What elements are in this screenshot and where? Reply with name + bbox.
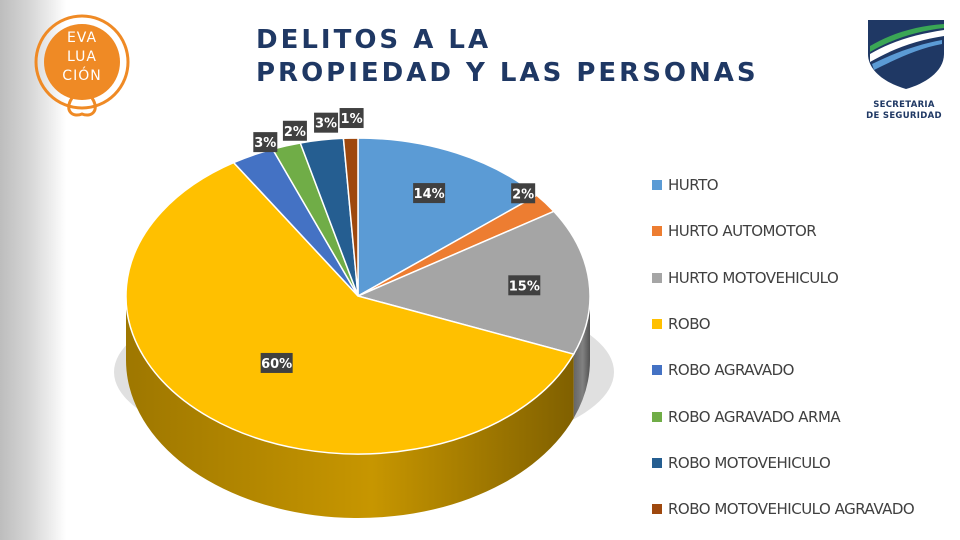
legend-label: ROBO MOTOVEHICULO bbox=[668, 453, 831, 472]
data-label-box-5 bbox=[282, 120, 307, 141]
legend-label: ROBO AGRAVADO ARMA bbox=[668, 407, 841, 426]
legend-swatch bbox=[652, 180, 662, 191]
data-label-box-0 bbox=[413, 183, 446, 204]
title-line-2: PROPIEDAD Y LAS PERSONAS bbox=[256, 58, 759, 88]
legend-item: ROBO AGRAVADO ARMA bbox=[652, 393, 914, 439]
legend-label: HURTO MOTOVEHICULO bbox=[668, 268, 839, 287]
data-label-6: 3% bbox=[315, 117, 337, 132]
data-label-box-4 bbox=[253, 132, 278, 153]
data-label-2: 15% bbox=[509, 279, 540, 294]
legend-swatch bbox=[652, 365, 662, 376]
legend-label: HURTO bbox=[668, 176, 719, 195]
data-label-box-7 bbox=[339, 108, 364, 129]
legend-item: HURTO bbox=[652, 162, 914, 208]
data-label-4: 3% bbox=[254, 136, 276, 151]
pie-slice-side-3 bbox=[126, 296, 574, 518]
evaluacion-logo: EVA LUA CIÓN bbox=[14, 10, 164, 125]
pie-slice-3 bbox=[125, 161, 575, 455]
data-label-5: 2% bbox=[284, 125, 306, 140]
legend-swatch bbox=[652, 457, 662, 468]
legend-label: HURTO AUTOMOTOR bbox=[668, 222, 817, 241]
legend-label: ROBO AGRAVADO bbox=[668, 361, 795, 380]
data-label-7: 1% bbox=[341, 112, 363, 127]
legend-swatch bbox=[652, 411, 662, 422]
legend-item: HURTO MOTOVEHICULO bbox=[652, 255, 914, 301]
legend-item: ROBO MOTOVEHICULO AGRAVADO bbox=[652, 486, 915, 532]
left-gradient-band bbox=[0, 0, 66, 540]
data-label-0: 14% bbox=[414, 187, 445, 202]
data-label-box-6 bbox=[314, 112, 339, 133]
legend-item: ROBO AGRAVADO bbox=[652, 347, 914, 393]
data-label-box-1 bbox=[511, 183, 536, 204]
logo-text-line1: EVA bbox=[66, 30, 98, 46]
shield-icon bbox=[868, 20, 944, 89]
chart-legend: HURTO HURTO AUTOMOTOR HURTO MOTOVEHICULO RO… bbox=[652, 162, 915, 532]
logo-text-line2: LUA bbox=[67, 49, 97, 65]
secretaria-logo: SECRETARIA DE SEGURIDAD bbox=[858, 14, 958, 126]
logo-caption-line1: SECRETARIA bbox=[873, 100, 935, 110]
data-label-box-3 bbox=[260, 352, 293, 373]
data-label-1: 2% bbox=[512, 187, 534, 202]
legend-swatch bbox=[652, 272, 662, 283]
pie-slice-2 bbox=[355, 210, 591, 356]
legend-label: ROBO bbox=[668, 315, 711, 334]
logo-caption-line2: DE SEGURIDAD bbox=[866, 111, 942, 121]
legend-swatch bbox=[652, 226, 662, 237]
pie-slice-7 bbox=[342, 137, 359, 297]
evaluacion-logo-icon bbox=[34, 14, 130, 117]
data-label-box-2 bbox=[508, 275, 541, 296]
logo-text-line3: CIÓN bbox=[62, 68, 102, 84]
legend-item: ROBO MOTOVEHICULO bbox=[652, 440, 914, 486]
legend-label: ROBO MOTOVEHICULO AGRAVADO bbox=[668, 500, 915, 519]
legend-swatch bbox=[652, 319, 662, 330]
page-title: DELITOS A LA PROPIEDAD Y LAS PERSONAS bbox=[256, 24, 759, 90]
data-label-3: 60% bbox=[261, 357, 292, 372]
title-line-1: DELITOS A LA bbox=[256, 25, 492, 55]
legend-swatch bbox=[652, 504, 662, 515]
legend-item: ROBO bbox=[652, 301, 914, 347]
legend-item: HURTO AUTOMOTOR bbox=[652, 208, 914, 254]
